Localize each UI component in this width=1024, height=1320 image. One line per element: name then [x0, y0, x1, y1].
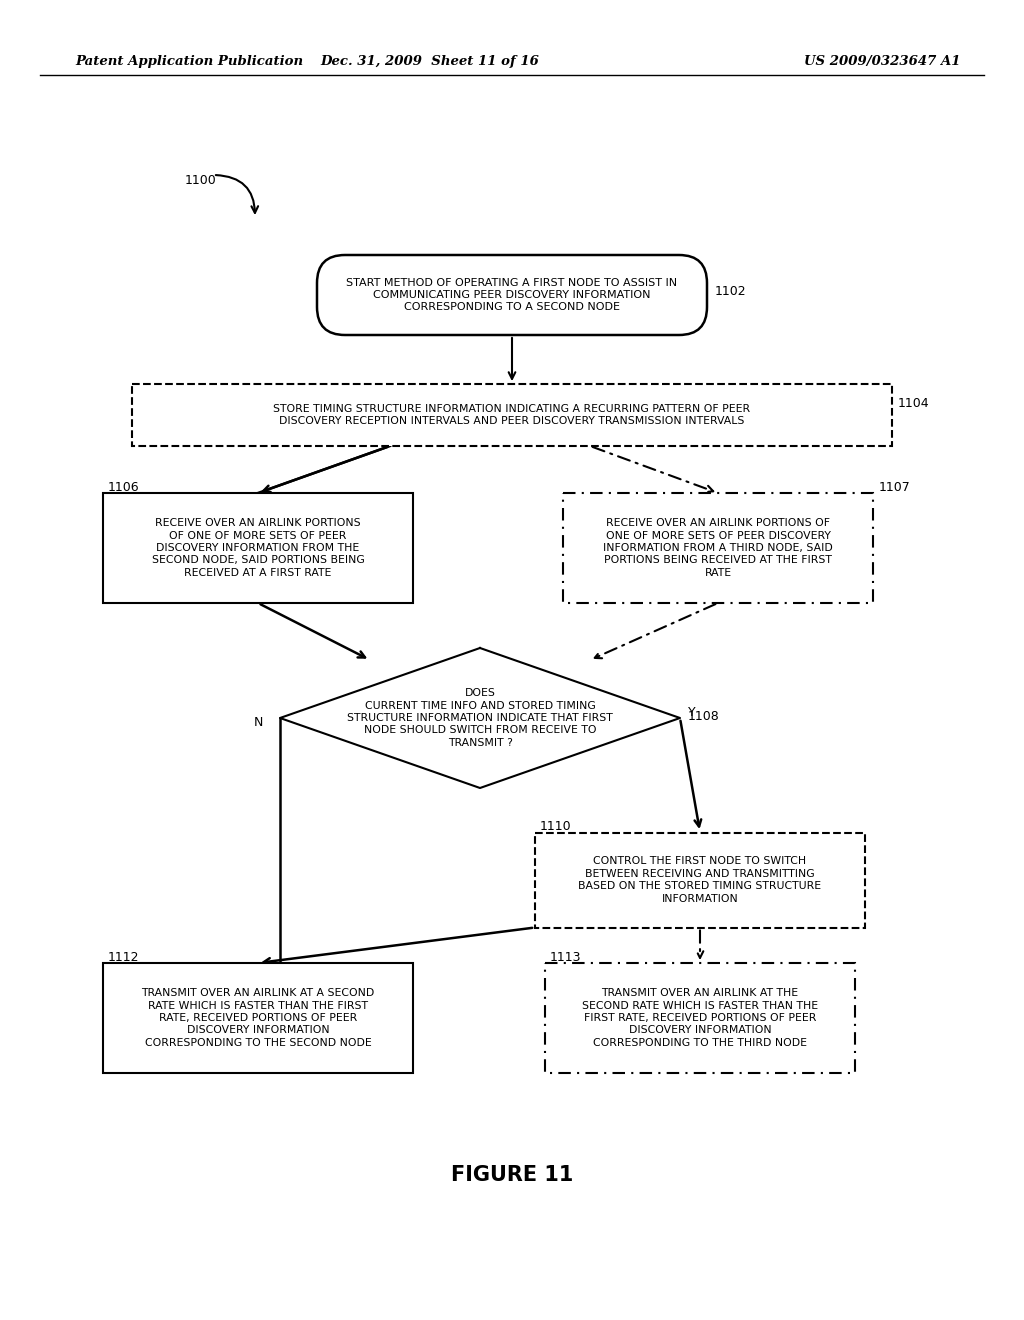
Text: FIGURE 11: FIGURE 11: [451, 1166, 573, 1185]
Text: 1108: 1108: [688, 710, 720, 723]
Text: STORE TIMING STRUCTURE INFORMATION INDICATING A RECURRING PATTERN OF PEER
DISCOV: STORE TIMING STRUCTURE INFORMATION INDIC…: [273, 404, 751, 426]
Text: CONTROL THE FIRST NODE TO SWITCH
BETWEEN RECEIVING AND TRANSMITTING
BASED ON THE: CONTROL THE FIRST NODE TO SWITCH BETWEEN…: [579, 857, 821, 904]
Polygon shape: [280, 648, 680, 788]
Bar: [103, 964, 413, 1073]
Text: 1112: 1112: [108, 950, 139, 964]
Bar: [545, 964, 855, 1073]
Text: RECEIVE OVER AN AIRLINK PORTIONS OF
ONE OF MORE SETS OF PEER DISCOVERY
INFORMATI: RECEIVE OVER AN AIRLINK PORTIONS OF ONE …: [603, 519, 833, 578]
Text: 1104: 1104: [898, 397, 930, 411]
Text: N: N: [253, 717, 263, 730]
FancyBboxPatch shape: [317, 255, 707, 335]
Text: Y: Y: [688, 706, 695, 719]
Text: START METHOD OF OPERATING A FIRST NODE TO ASSIST IN
COMMUNICATING PEER DISCOVERY: START METHOD OF OPERATING A FIRST NODE T…: [346, 277, 678, 313]
Text: DOES
CURRENT TIME INFO AND STORED TIMING
STRUCTURE INFORMATION INDICATE THAT FIR: DOES CURRENT TIME INFO AND STORED TIMING…: [347, 688, 613, 748]
Text: 1113: 1113: [550, 950, 582, 964]
Text: TRANSMIT OVER AN AIRLINK AT THE
SECOND RATE WHICH IS FASTER THAN THE
FIRST RATE,: TRANSMIT OVER AN AIRLINK AT THE SECOND R…: [582, 989, 818, 1048]
Bar: [563, 492, 873, 603]
Text: Patent Application Publication: Patent Application Publication: [75, 55, 303, 69]
Text: 1110: 1110: [540, 821, 571, 833]
Text: 1100: 1100: [185, 173, 217, 186]
Bar: [132, 384, 892, 446]
Text: 1102: 1102: [715, 285, 746, 298]
Bar: [103, 492, 413, 603]
Text: US 2009/0323647 A1: US 2009/0323647 A1: [804, 55, 961, 69]
Text: TRANSMIT OVER AN AIRLINK AT A SECOND
RATE WHICH IS FASTER THAN THE FIRST
RATE, R: TRANSMIT OVER AN AIRLINK AT A SECOND RAT…: [141, 989, 375, 1048]
Text: RECEIVE OVER AN AIRLINK PORTIONS
OF ONE OF MORE SETS OF PEER
DISCOVERY INFORMATI: RECEIVE OVER AN AIRLINK PORTIONS OF ONE …: [152, 519, 365, 578]
Bar: [535, 833, 865, 928]
Text: 1107: 1107: [879, 480, 910, 494]
Text: 1106: 1106: [108, 480, 139, 494]
Text: Dec. 31, 2009  Sheet 11 of 16: Dec. 31, 2009 Sheet 11 of 16: [321, 55, 540, 69]
